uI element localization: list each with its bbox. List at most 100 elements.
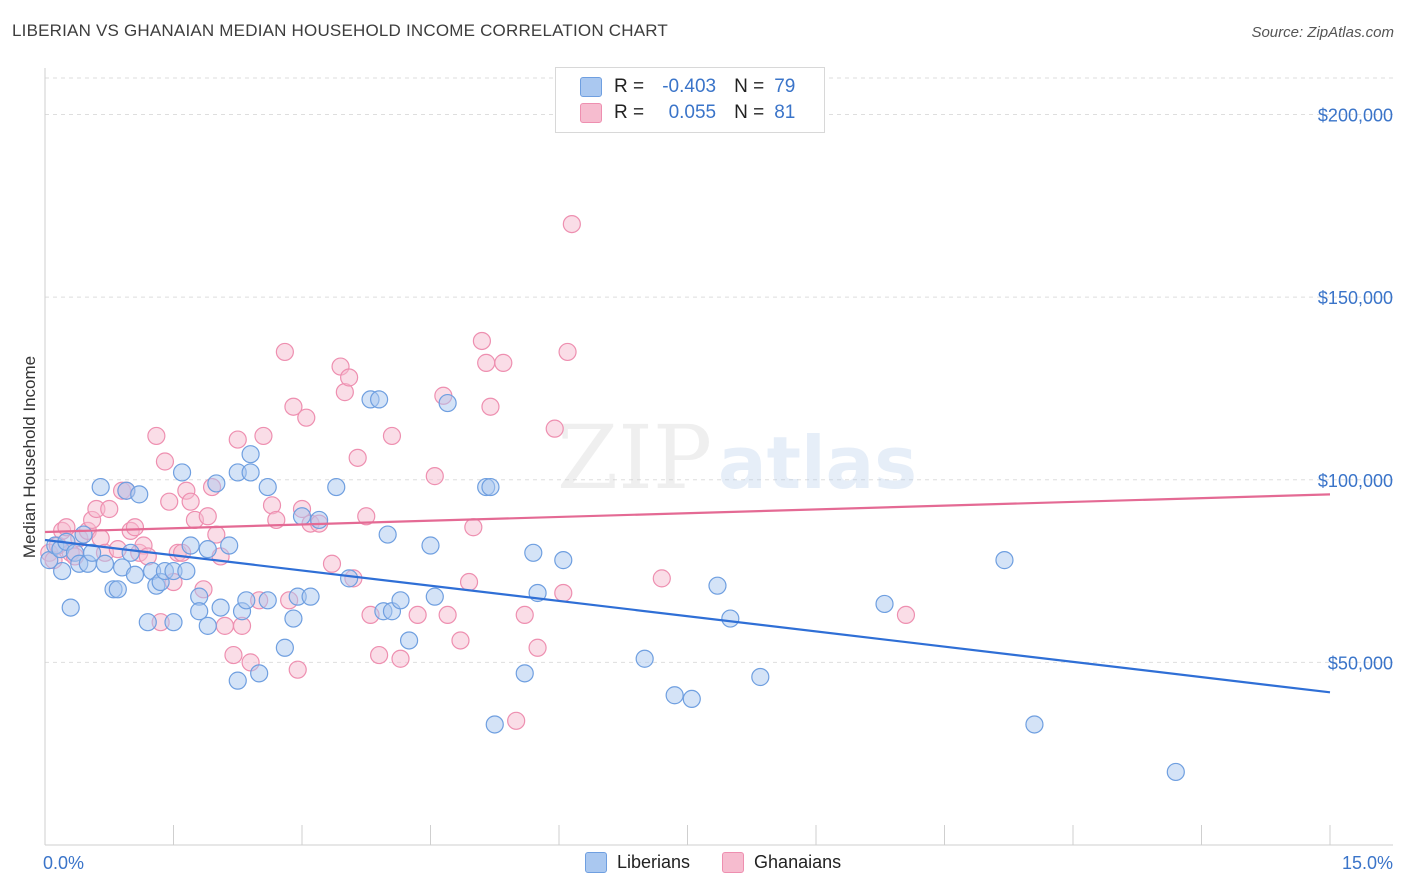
x-tick-label-max: 15.0% — [1342, 853, 1393, 873]
bottom-legend-liberians: Liberians — [617, 852, 691, 872]
ghanaian-point — [494, 353, 513, 372]
liberian-point — [211, 598, 230, 617]
chart-source: Source: ZipAtlas.com — [1251, 24, 1394, 41]
liberian-point — [275, 638, 294, 657]
liberian-point — [241, 463, 260, 482]
liberian-point — [61, 598, 80, 617]
ghanaian-point — [652, 569, 671, 588]
ghanaian-point — [224, 645, 243, 665]
ghanaian-point — [254, 426, 273, 446]
liberian-point — [108, 580, 127, 599]
liberian-point — [177, 561, 196, 581]
liberian-point — [130, 485, 149, 504]
ghanaian-point — [528, 638, 547, 657]
liberian-point — [340, 569, 359, 588]
liberian-point — [292, 507, 312, 526]
ghanaian-point — [297, 408, 316, 427]
liberian-point — [284, 609, 303, 628]
watermark-zip: ZIP — [557, 406, 712, 509]
ghanaian-point — [562, 214, 581, 234]
liberian-point — [1025, 715, 1044, 734]
liberians-swatch — [585, 852, 607, 873]
ghanaian-point — [451, 631, 470, 650]
bottom-legend-ghanaians: Ghanaians — [754, 852, 842, 872]
liberian-point — [438, 393, 457, 413]
liberian-point — [301, 587, 320, 606]
ghanaian-point — [472, 331, 491, 351]
ghanaian-point — [408, 605, 427, 625]
ghanaian-point — [515, 605, 534, 625]
legend-r-value: -0.403 — [662, 76, 717, 97]
liberian-point — [1166, 762, 1185, 782]
ghanaian-point — [391, 649, 410, 668]
liberian-point — [378, 525, 397, 544]
ghanaian-point — [147, 426, 166, 446]
tick-labels: $50,000 $100,000 $150,000 $200,000 0.0% 15.0% — [43, 106, 1393, 873]
ghanaians-trend-line — [44, 493, 1331, 534]
liberian-point — [995, 551, 1014, 570]
ghanaian-point — [477, 353, 496, 372]
liberian-point — [53, 561, 72, 581]
ghanaian-point — [160, 492, 179, 511]
ghanaian-point — [545, 419, 564, 438]
bottom-legend: Liberians Ghanaians — [585, 852, 841, 873]
liberian-point — [515, 664, 534, 683]
liberian-point — [524, 543, 543, 562]
ghanaian-point — [348, 448, 367, 467]
ghanaian-point — [288, 660, 307, 679]
liberian-point — [554, 551, 573, 570]
ghanaian-point — [181, 492, 200, 511]
liberian-point — [721, 609, 740, 628]
chart-title: LIBERIAN VS GHANAIAN MEDIAN HOUSEHOLD IN… — [12, 21, 668, 40]
liberian-point — [875, 594, 894, 614]
liberian-point — [164, 613, 183, 632]
legend-r-value: 0.055 — [668, 102, 717, 123]
liberian-point — [258, 477, 277, 497]
ghanaian-point — [558, 342, 577, 362]
liberian-point — [138, 613, 157, 632]
ghanaian-point — [382, 426, 402, 446]
liberian-point — [181, 536, 200, 555]
ghanaians-swatch — [580, 103, 602, 123]
liberian-point — [391, 591, 410, 610]
liberian-point — [327, 477, 346, 497]
x-tick-label-min: 0.0% — [43, 853, 84, 873]
liberian-point — [708, 576, 727, 595]
ghanaian-point — [554, 583, 573, 603]
watermark: ZIP atlas — [557, 406, 917, 509]
ghanaian-point — [438, 605, 457, 625]
ghanaian-point — [896, 605, 916, 625]
ghanaian-point — [215, 616, 234, 635]
legend-n-value: 81 — [774, 102, 796, 123]
y-tick-label: $200,000 — [1318, 106, 1393, 126]
ghanaian-point — [284, 397, 303, 416]
y-axis-label: Median Household Income — [20, 356, 39, 558]
liberian-point — [481, 477, 500, 497]
liberian-point — [237, 591, 256, 610]
liberian-point — [399, 631, 419, 650]
liberians-trend-line — [44, 538, 1331, 694]
liberian-point — [228, 671, 247, 690]
legend-row-ghanaians: R = 0.055 N = 81 — [580, 101, 795, 125]
liberian-point — [91, 477, 110, 497]
axes — [44, 68, 1393, 846]
liberian-point — [258, 591, 277, 610]
liberian-point — [121, 543, 140, 562]
y-tick-label: $100,000 — [1318, 471, 1393, 491]
liberian-point — [125, 565, 145, 584]
ghanaian-point — [275, 342, 294, 362]
liberian-point — [250, 664, 269, 683]
y-tick-label: $50,000 — [1328, 653, 1393, 673]
liberian-point — [220, 536, 239, 555]
trend-lines — [44, 493, 1331, 694]
liberian-point — [665, 686, 684, 705]
legend-r-label: R = — [614, 102, 645, 123]
ghanaian-point — [507, 711, 526, 730]
liberian-point — [190, 602, 209, 621]
liberian-point — [682, 689, 701, 709]
liberian-point — [370, 390, 389, 409]
watermark-atlas: atlas — [718, 421, 917, 505]
ghanaian-point — [481, 397, 500, 416]
ghanaian-point — [459, 572, 479, 592]
